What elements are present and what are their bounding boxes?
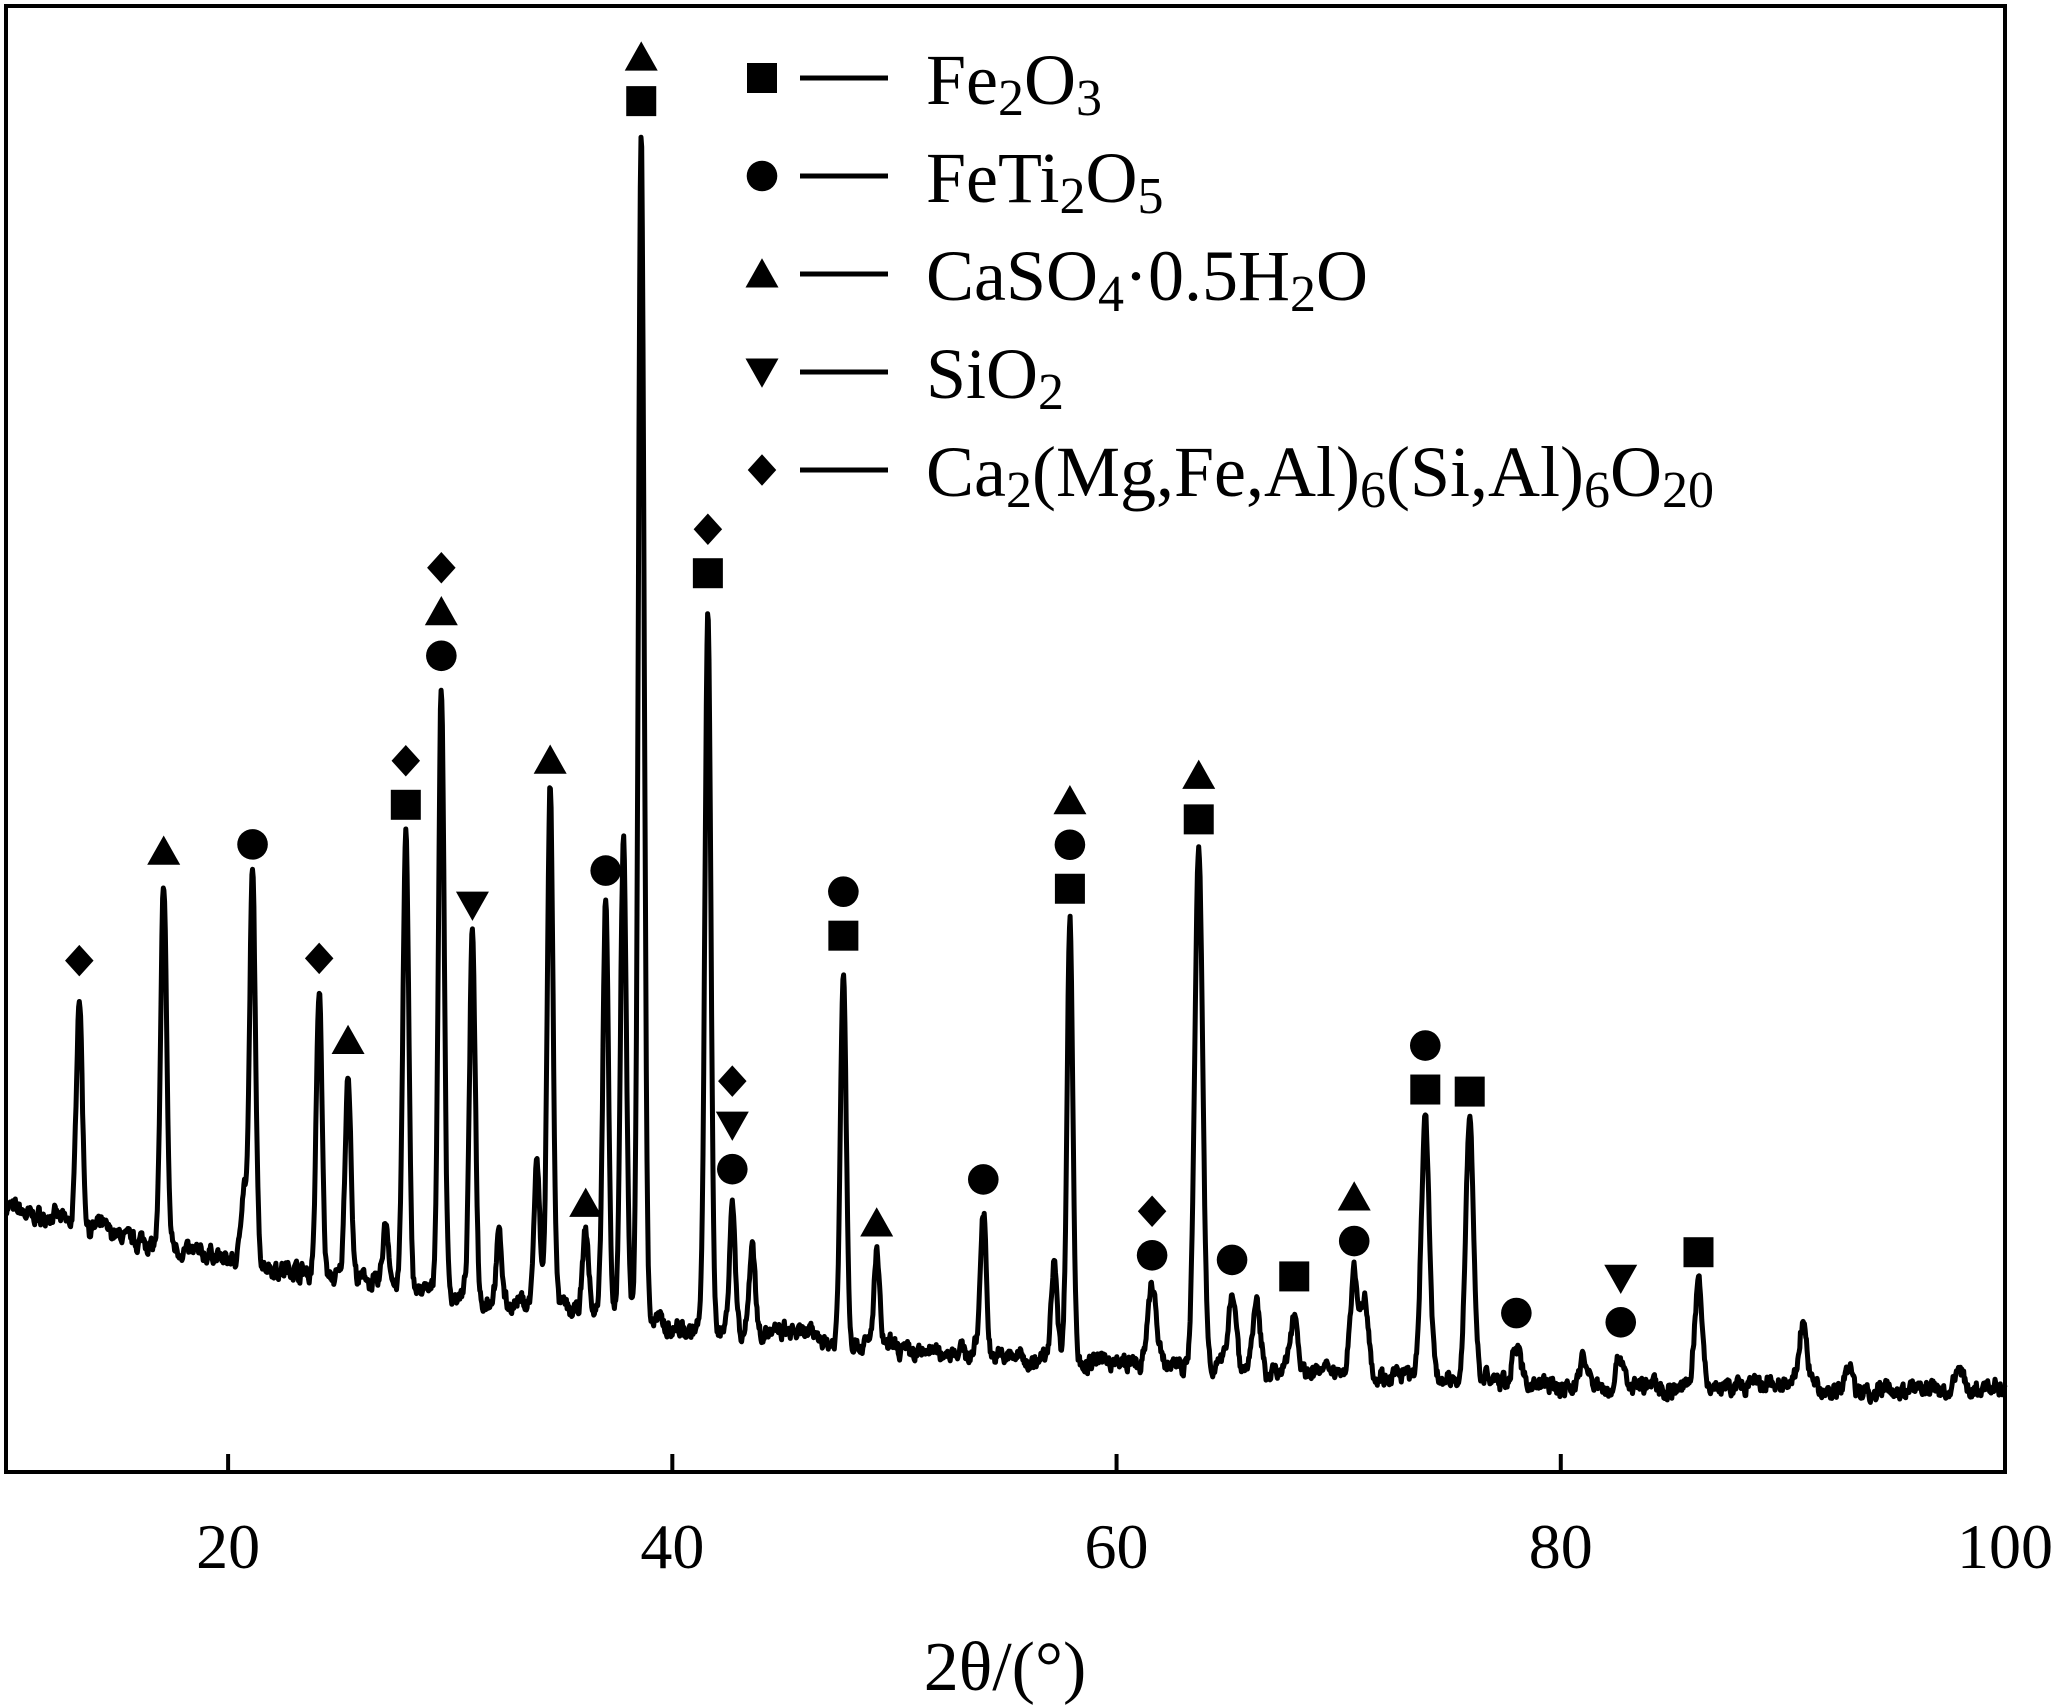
legend-subscript: 3 [1076, 70, 1102, 127]
legend-text-run: ·0.5H [1124, 236, 1290, 316]
legend-subscript: 2 [998, 70, 1024, 127]
legend-label: FeTi2O5 [926, 138, 1163, 225]
legend-text-run: FeTi [926, 138, 1059, 218]
xrd-pattern-line [3, 134, 2008, 1405]
circle-marker [590, 855, 621, 886]
legend-label: SiO2 [926, 334, 1064, 421]
circle-marker [1054, 829, 1086, 861]
legend-text-run: (Mg,Fe,Al) [1032, 432, 1360, 512]
triangle-down-marker [745, 358, 779, 388]
square-marker [1279, 1261, 1310, 1292]
circle-marker [1409, 1030, 1441, 1061]
legend-text-run: O [1610, 432, 1662, 512]
x-tick-label: 100 [1957, 1511, 2053, 1582]
triangle-down-marker [455, 891, 489, 921]
triangle-up-marker [1182, 759, 1216, 789]
triangle-up-marker [569, 1187, 603, 1217]
circle-marker [1605, 1306, 1637, 1338]
legend-text-run: CaSO [926, 236, 1098, 316]
circle-marker [1136, 1239, 1168, 1271]
diamond-marker [693, 513, 723, 545]
legend-text-run: O [1085, 138, 1137, 218]
circle-marker [967, 1164, 999, 1195]
legend-label: CaSO4·0.5H2O [926, 236, 1368, 323]
peak-annotations [65, 41, 1714, 1338]
triangle-up-marker [147, 835, 181, 865]
circle-marker [717, 1153, 748, 1185]
legend-subscript: 20 [1662, 462, 1714, 519]
legend-subscript: 6 [1584, 462, 1610, 519]
triangle-up-marker [1053, 784, 1087, 815]
triangle-up-marker [624, 41, 658, 71]
legend: Fe2O3FeTi2O5CaSO4·0.5H2OSiO2Ca2(Mg,Fe,Al… [745, 40, 1714, 519]
legend-text-run: (Si,Al) [1386, 432, 1584, 512]
legend-label: Ca2(Mg,Fe,Al)6(Si,Al)6O20 [926, 432, 1714, 519]
diamond-marker [1137, 1195, 1167, 1228]
triangle-up-marker [1337, 1181, 1371, 1211]
legend-subscript: 2 [1059, 168, 1085, 225]
square-marker [747, 63, 777, 93]
square-marker [1054, 873, 1085, 904]
x-axis-tick-labels: 20 40 60 80 100 [196, 1511, 2053, 1582]
circle-marker [426, 640, 457, 672]
square-marker [692, 558, 723, 589]
square-marker [1454, 1076, 1485, 1107]
circle-marker [1501, 1297, 1532, 1329]
legend-text-run: Fe [926, 40, 998, 120]
triangle-up-marker [424, 596, 458, 626]
x-axis-title: 2θ/(°) [924, 1629, 1087, 1706]
circle-marker [1216, 1244, 1248, 1276]
legend-text-run: O [1024, 40, 1076, 120]
x-tick-label: 80 [1529, 1511, 1593, 1582]
diamond-marker [747, 454, 777, 486]
square-marker [1183, 804, 1214, 835]
square-marker [1683, 1237, 1714, 1268]
triangle-up-marker [745, 258, 779, 288]
circle-marker [746, 160, 778, 192]
legend-text-run: O [1316, 236, 1368, 316]
x-tick-label: 40 [640, 1511, 704, 1582]
x-axis-ticks [226, 1454, 2007, 1472]
legend-label: Fe2O3 [926, 40, 1102, 127]
square-marker [626, 86, 657, 117]
diamond-marker [391, 745, 421, 777]
diamond-marker [718, 1065, 747, 1097]
legend-subscript: 2 [1290, 266, 1316, 323]
triangle-up-marker [533, 744, 567, 774]
circle-marker [237, 829, 268, 860]
triangle-up-marker [331, 1024, 365, 1055]
circle-marker [828, 876, 859, 907]
square-marker [828, 920, 859, 951]
legend-subscript: 2 [1006, 462, 1032, 519]
legend-subscript: 2 [1038, 364, 1064, 421]
legend-text-run: Ca [926, 432, 1006, 512]
triangle-down-marker [1604, 1264, 1638, 1295]
plot-frame [4, 4, 2007, 1474]
x-tick-label: 20 [196, 1511, 260, 1582]
x-tick-label: 60 [1085, 1511, 1149, 1582]
legend-text-run: SiO [926, 334, 1038, 414]
triangle-down-marker [715, 1111, 749, 1141]
square-marker [1410, 1074, 1441, 1105]
square-marker [390, 789, 421, 820]
legend-subscript: 5 [1137, 168, 1163, 225]
diamond-marker [65, 944, 94, 977]
circle-marker [1338, 1225, 1370, 1257]
diamond-marker [427, 552, 456, 584]
diamond-marker [304, 942, 334, 975]
legend-subscript: 4 [1098, 266, 1124, 323]
triangle-up-marker [860, 1207, 894, 1237]
legend-subscript: 6 [1360, 462, 1386, 519]
